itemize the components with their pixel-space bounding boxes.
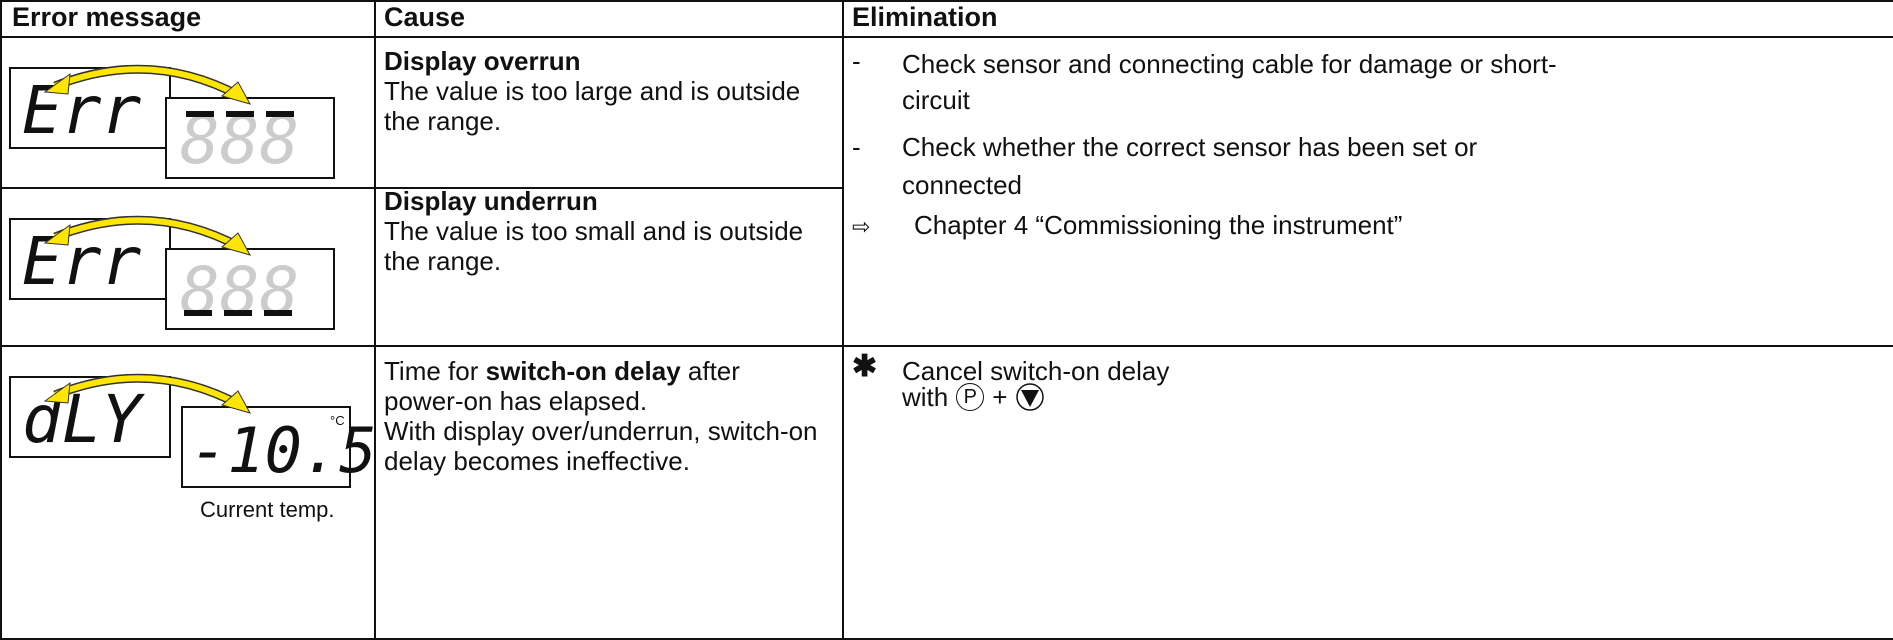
bullet: ⇨ xyxy=(852,214,871,239)
rule xyxy=(0,187,843,189)
cause-text: after power-on has elapsed. xyxy=(384,356,740,416)
cause-bold: switch-on delay xyxy=(485,356,681,386)
elimination-text: Cancel switch-on delay xyxy=(902,356,1170,386)
key-p: P xyxy=(956,383,985,411)
elimination-text: Check sensor and connecting cable for da… xyxy=(902,49,1557,115)
rule xyxy=(0,0,1893,2)
key-down xyxy=(1016,383,1045,411)
key-line: with P + xyxy=(902,382,1045,412)
cause-title: Display underrun xyxy=(384,186,598,216)
header-cell: Error message xyxy=(12,2,202,32)
display-code: Err xyxy=(22,72,141,149)
rule xyxy=(842,0,844,640)
caption: Current temp. xyxy=(200,497,335,522)
elimination-text: Chapter 4 “Commissioning the instrument” xyxy=(914,210,1403,240)
bullet: - xyxy=(852,132,861,162)
rule xyxy=(374,0,376,640)
bullet: - xyxy=(852,46,861,76)
rule xyxy=(0,0,2,640)
cause-title: Display overrun xyxy=(384,46,581,76)
display-unit: °C xyxy=(330,413,345,428)
cause-text: The value is too large and is outside th… xyxy=(384,76,801,136)
cause-text: Time for xyxy=(384,356,486,386)
display-illustration: dLY -10.5 °C Current temp. xyxy=(9,373,375,522)
plus: + xyxy=(992,382,1008,412)
cause: Display overrun The value is too large a… xyxy=(384,46,804,136)
header-cell: Cause xyxy=(384,2,466,32)
display-illustration: Err 888 xyxy=(9,215,335,330)
elimination-text: with xyxy=(902,382,949,412)
header-cell: Elimination xyxy=(852,2,998,32)
display-illustration: Err 888 xyxy=(9,64,335,179)
display-value: 888 xyxy=(180,253,299,330)
display-value: -10.5 xyxy=(190,414,375,487)
elimination-text: Check whether the correct sensor has bee… xyxy=(902,132,1478,200)
display-code: Err xyxy=(22,223,141,300)
rule xyxy=(0,36,1893,38)
cause-text: The value is too small and is outside th… xyxy=(384,216,804,276)
bullet: ✱ xyxy=(852,350,878,383)
rule xyxy=(0,638,1893,640)
cause: Time for switch-on delay after power-on … xyxy=(384,356,824,476)
rule xyxy=(0,345,1893,347)
cause-note: With display over/underrun, switch-on de… xyxy=(384,416,818,476)
display-code: dLY xyxy=(22,381,145,458)
cause: Display underrun The value is too small … xyxy=(384,186,804,276)
